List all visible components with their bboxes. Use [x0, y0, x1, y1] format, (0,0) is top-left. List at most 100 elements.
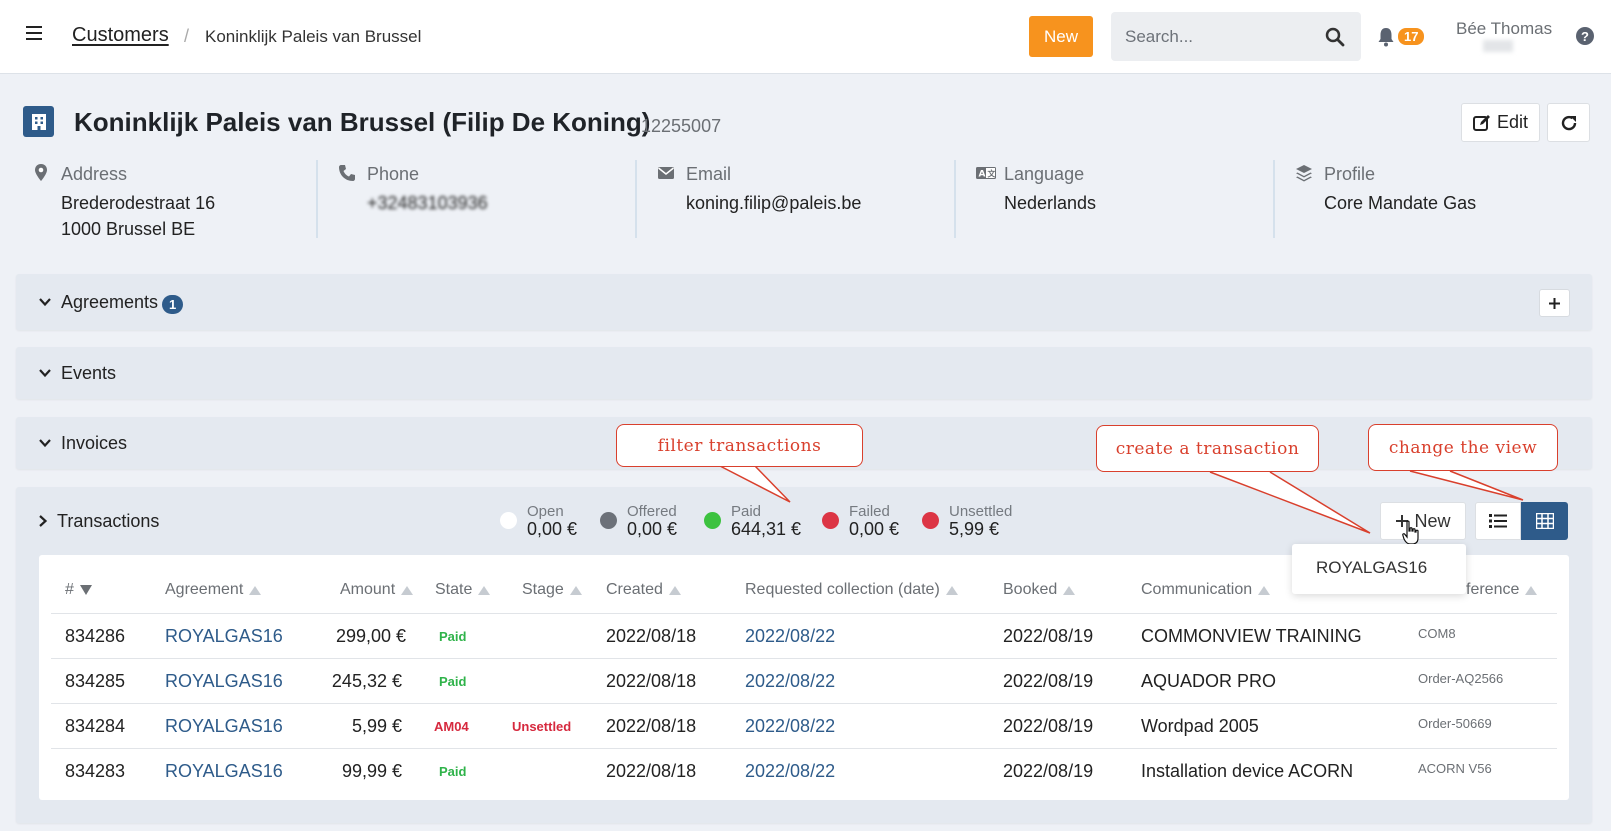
column-header-label: Stage — [522, 581, 564, 598]
column-header-label: Booked — [1003, 581, 1058, 598]
svg-text:文: 文 — [988, 169, 997, 179]
cell-id: 834284 — [65, 716, 126, 736]
divider — [954, 160, 956, 238]
status-dot — [704, 512, 721, 529]
cell-requested-link[interactable]: 2022/08/22 — [745, 671, 836, 691]
cell-communication: Wordpad 2005 — [1141, 716, 1259, 736]
filter-value: 0,00 € — [627, 519, 678, 539]
refresh-icon — [1561, 115, 1576, 130]
cell-reference: Order-AQ2566 — [1418, 671, 1504, 686]
refresh-button[interactable] — [1547, 103, 1590, 142]
column-header-communication[interactable]: Communication — [1141, 581, 1271, 599]
cell-state-badge: Paid — [439, 674, 467, 689]
bell-icon[interactable] — [1377, 27, 1395, 47]
cell-communication: Installation device ACORN — [1141, 761, 1354, 781]
email-label: Email — [686, 164, 732, 184]
cell-created: 2022/08/18 — [606, 761, 697, 781]
filter-value: 0,00 € — [849, 519, 900, 539]
callout-create: create a transaction — [1096, 425, 1319, 472]
sort-icon — [1525, 585, 1538, 595]
search-input[interactable] — [1125, 25, 1315, 49]
svg-text:A: A — [979, 170, 986, 180]
cell-agreement-link[interactable]: ROYALGAS16 — [165, 626, 283, 646]
table-view-button[interactable] — [1521, 502, 1568, 540]
events-section[interactable]: Events — [16, 347, 1592, 399]
dropdown-item-agreement[interactable]: ROYALGAS16 — [1316, 558, 1428, 577]
transactions-title[interactable]: Transactions — [57, 511, 160, 531]
language-label: Language — [1004, 164, 1085, 184]
filter-value: 0,00 € — [527, 519, 578, 539]
cell-reference: Order-50669 — [1418, 716, 1492, 731]
edit-label: Edit — [1496, 112, 1529, 132]
cell-agreement-link[interactable]: ROYALGAS16 — [165, 716, 283, 736]
cell-stage-badge: Unsettled — [512, 719, 572, 734]
cell-requested-link[interactable]: 2022/08/22 — [745, 716, 836, 736]
chevron-down-icon — [39, 369, 51, 378]
column-header-created[interactable]: Created — [606, 581, 681, 599]
search-icon[interactable] — [1325, 27, 1345, 47]
help-icon[interactable]: ? — [1576, 27, 1594, 45]
column-header-stage[interactable]: Stage — [522, 581, 582, 599]
list-view-button[interactable] — [1475, 502, 1521, 540]
agreements-count-badge: 1 — [162, 295, 184, 314]
column-header-label: Communication — [1141, 581, 1253, 598]
cell-amount: 5,99 € — [351, 716, 402, 736]
customer-number: 12255007 — [641, 116, 722, 136]
column-header-requested[interactable]: Requested collection (date) — [745, 581, 958, 599]
sort-icon — [401, 585, 414, 595]
breadcrumb-separator: / — [184, 26, 190, 46]
filter-label: Offered — [627, 503, 677, 520]
cell-agreement-link[interactable]: ROYALGAS16 — [165, 671, 283, 691]
cell-requested-link[interactable]: 2022/08/22 — [745, 761, 836, 781]
divider — [635, 160, 637, 238]
chevron-right-icon[interactable] — [36, 514, 50, 528]
cell-created: 2022/08/18 — [606, 626, 697, 646]
cell-created: 2022/08/18 — [606, 671, 697, 691]
edit-button[interactable]: Edit — [1461, 103, 1540, 142]
plus-icon — [1549, 297, 1560, 309]
breadcrumb-customers-link[interactable]: Customers — [72, 24, 169, 46]
cell-reference: ACORN V56 — [1418, 761, 1492, 776]
list-icon — [1489, 514, 1507, 528]
cell-requested-link[interactable]: 2022/08/22 — [745, 626, 836, 646]
column-header-booked[interactable]: Booked — [1003, 581, 1076, 599]
new-transaction-dropdown: ROYALGAS16 — [1292, 544, 1466, 594]
profile-label: Profile — [1324, 164, 1376, 184]
agreements-title: Agreements — [61, 292, 159, 312]
user-name[interactable]: Bée Thomas — [1456, 19, 1553, 38]
column-header-amount[interactable]: Amount — [340, 581, 414, 599]
column-header-state[interactable]: State — [435, 581, 491, 599]
column-header-label: State — [435, 581, 473, 598]
invoices-title: Invoices — [61, 433, 128, 453]
email-block: Email koning.filip@paleis.be — [657, 160, 927, 240]
search-box — [1111, 12, 1361, 61]
column-header-label: ference — [1466, 581, 1520, 598]
building-icon — [23, 106, 54, 137]
status-dot — [922, 512, 939, 529]
column-header-agreement[interactable]: Agreement — [165, 581, 262, 599]
cell-id: 834285 — [65, 671, 126, 691]
cell-amount: 299,00 € — [336, 626, 407, 646]
column-header-label: # — [65, 581, 74, 598]
table-icon — [1535, 513, 1554, 529]
top-bar: Customers / Koninklijk Paleis van Brusse… — [0, 0, 1611, 74]
column-header-label: Requested collection (date) — [745, 581, 940, 598]
cell-agreement-link[interactable]: ROYALGAS16 — [165, 761, 283, 781]
address-line-1: Brederodestraat 16 — [61, 193, 216, 213]
new-button[interactable]: New — [1029, 16, 1093, 57]
phone-block: Phone +32483103936 — [338, 160, 608, 240]
breadcrumb-current: Koninklijk Paleis van Brussel — [205, 27, 422, 46]
agreements-section[interactable]: Agreements — [16, 274, 1592, 330]
sort-desc-icon — [79, 585, 92, 595]
new-transaction-button[interactable]: New — [1380, 502, 1466, 540]
column-header-id[interactable]: # — [65, 581, 92, 599]
sort-icon — [668, 585, 681, 595]
add-agreement-button[interactable] — [1539, 289, 1570, 317]
column-header-reference[interactable]: ference — [1466, 581, 1538, 599]
menu-icon[interactable] — [26, 26, 42, 40]
cell-state-badge: Paid — [439, 764, 467, 779]
callout-filter: filter transactions — [616, 424, 863, 467]
filter-label: Open — [527, 503, 564, 520]
